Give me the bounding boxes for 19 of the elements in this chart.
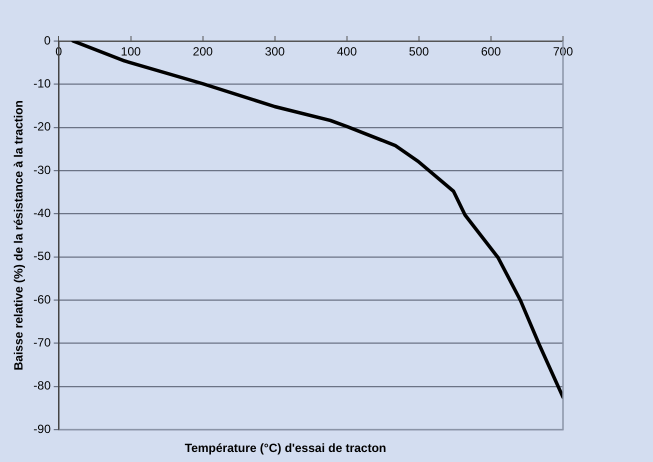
y-tick-label: -10 — [33, 76, 52, 90]
y-tick-label: -40 — [33, 206, 52, 220]
y-tick-label: -30 — [33, 162, 52, 177]
y-tick-label: -60 — [33, 292, 52, 306]
y-tick-label: -80 — [33, 378, 52, 393]
y-tick-label: 0 — [44, 33, 52, 48]
x-tick-label: 300 — [264, 44, 286, 59]
y-tick-label: -90 — [33, 422, 52, 436]
y-axis-title: Baisse relative (%) de la résistance à la traction — [12, 100, 26, 370]
x-tick-label: 600 — [480, 44, 502, 59]
y-tick-label: -50 — [33, 249, 52, 264]
x-tick-label: 700 — [552, 44, 574, 59]
y-tick-label: -70 — [33, 336, 52, 350]
x-axis-title: Température (°C) d'essai de tracton — [184, 441, 386, 456]
x-tick-label: 200 — [192, 44, 214, 59]
x-tick-label: 400 — [336, 44, 358, 59]
x-tick-label: 500 — [408, 44, 430, 59]
x-tick-label: 100 — [120, 44, 142, 59]
y-tick-label: -20 — [33, 120, 52, 134]
